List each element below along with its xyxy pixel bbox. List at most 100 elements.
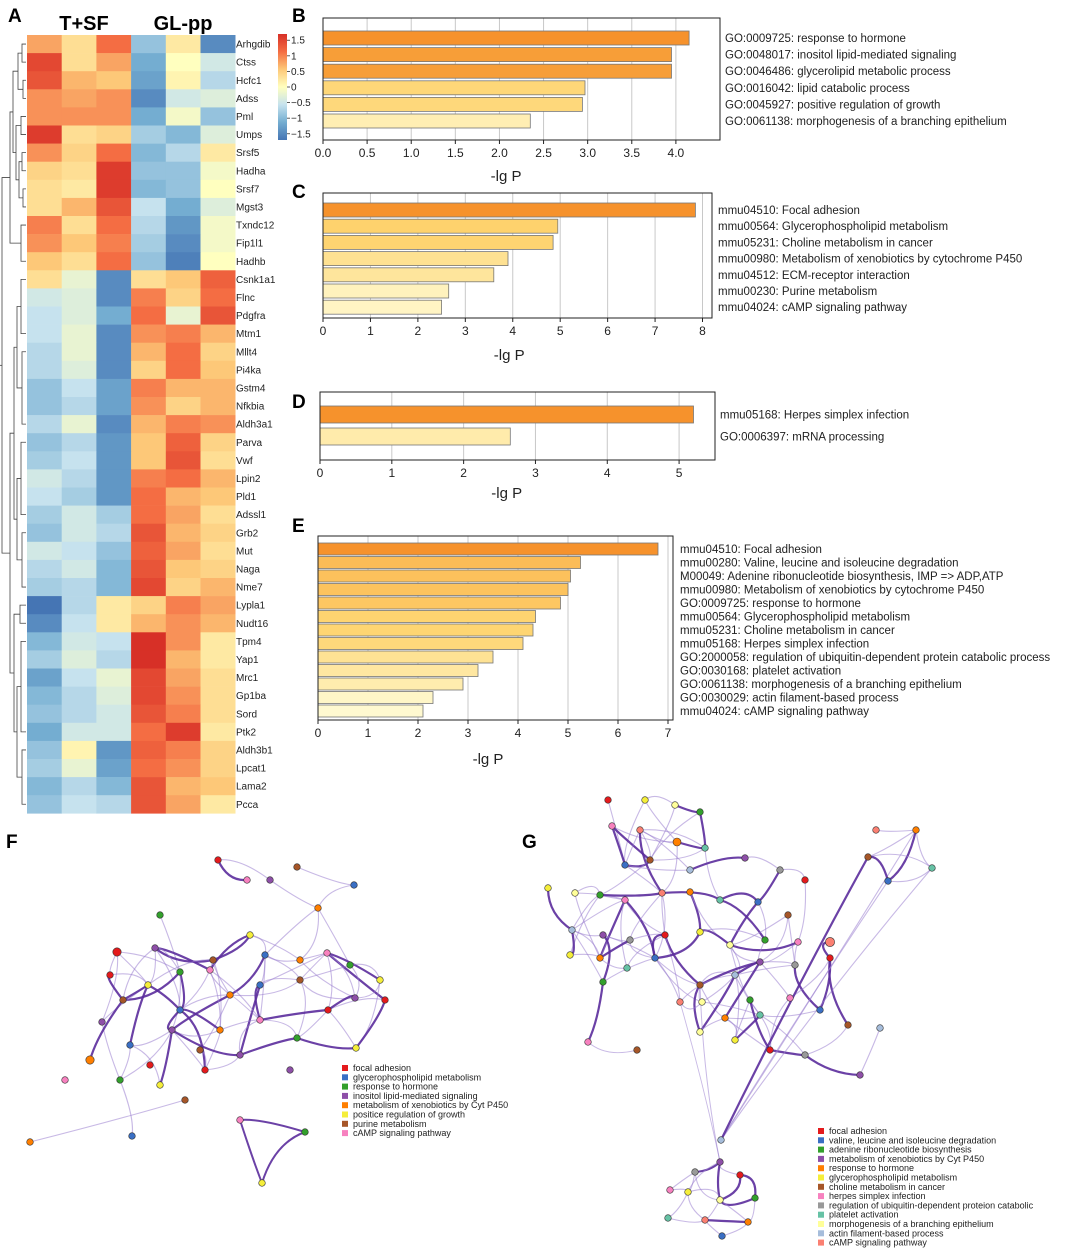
legend-swatch	[342, 1074, 348, 1081]
legend-swatch	[818, 1211, 824, 1218]
legend-swatch	[818, 1128, 824, 1134]
network-node	[623, 964, 631, 972]
heatmap-cell	[96, 722, 132, 742]
heatmap-cell	[131, 71, 167, 90]
network-edge	[571, 899, 626, 931]
heatmap-cell	[27, 541, 62, 561]
network-edge	[147, 959, 214, 986]
heatmap-cell	[165, 759, 201, 778]
network-edge	[639, 829, 691, 871]
heatmap-cell	[27, 469, 62, 488]
bar	[322, 283, 450, 299]
network-edge	[327, 1009, 357, 1049]
x-tick-label: 4	[509, 324, 516, 338]
heatmap-cell	[200, 143, 236, 162]
heatmap-cell	[131, 541, 167, 561]
heatmap-cell	[61, 161, 97, 181]
panel-label-f: F	[6, 832, 18, 853]
heatmap-cell	[27, 523, 62, 543]
network-edge	[129, 1029, 173, 1047]
bar	[322, 97, 583, 112]
network-node	[266, 876, 274, 884]
heatmap-cell	[131, 505, 167, 524]
network-node	[571, 889, 579, 897]
network-node	[286, 1066, 294, 1074]
dendrogram-link	[20, 441, 26, 516]
gene-label: Gp1ba	[236, 691, 266, 702]
legend-label: valine, leucine and isoleucine degradati…	[829, 1135, 996, 1145]
network-node	[604, 796, 612, 804]
gene-label: Fip1l1	[236, 239, 264, 250]
network-edge	[119, 1079, 134, 1137]
heatmap-cell	[200, 686, 236, 705]
panel-label-d: D	[292, 392, 306, 413]
heatmap-cell	[96, 614, 132, 633]
bar	[322, 30, 690, 46]
bar-category-label: GO:0045927: positive regulation of growt…	[725, 99, 940, 111]
heatmap-cell	[131, 342, 167, 362]
heatmap-cell	[165, 668, 201, 687]
network-edge	[687, 1161, 721, 1193]
dendrogram-link	[13, 346, 17, 520]
bar-category-label: GO:0046486: glycerolipid metabolic proce…	[725, 66, 951, 78]
colorbar-tick-label: 0.5	[291, 67, 305, 78]
network-edge	[326, 952, 356, 999]
network-node	[621, 861, 629, 869]
network-nodes	[26, 856, 389, 1187]
bar	[317, 610, 536, 623]
network-node	[236, 1051, 244, 1059]
legend-swatch	[342, 1092, 348, 1099]
legend-label: platelet activation	[829, 1210, 899, 1220]
heatmap-cell	[27, 125, 62, 144]
heatmap-cell	[61, 197, 97, 217]
dendrogram-link	[22, 79, 26, 99]
network-node	[684, 1188, 692, 1196]
colorbar-bar	[278, 34, 287, 140]
heatmap-cell	[27, 89, 62, 108]
network-edge	[212, 934, 251, 962]
heatmap-cell	[165, 179, 201, 199]
heatmap-cell	[96, 324, 132, 343]
bar-category-label: mmu00230: Purine metabolism	[718, 286, 877, 298]
heatmap-cell	[96, 288, 132, 307]
bar	[317, 583, 569, 596]
bar	[317, 664, 479, 677]
heatmap-cell	[27, 686, 62, 705]
heatmap-cell	[96, 306, 132, 325]
bar-category-label: mmu00280: Valine, leucine and isoleucine…	[680, 558, 959, 570]
heatmap-cell	[61, 668, 97, 687]
network-edge	[264, 954, 301, 981]
heatmap-cell	[27, 252, 62, 271]
network-edge	[674, 803, 701, 814]
heatmap-cell	[165, 704, 201, 724]
heatmap-cell	[165, 288, 201, 307]
network-edge	[859, 1027, 881, 1076]
network-node	[146, 1061, 154, 1069]
network-edge	[624, 864, 691, 871]
gene-label: Umps	[236, 130, 262, 141]
dendrogram-link	[9, 432, 14, 674]
network-node	[686, 866, 694, 874]
network-edge	[179, 1009, 207, 1071]
network-node	[696, 981, 704, 989]
heatmap-cell	[131, 469, 167, 488]
network-edge	[699, 974, 737, 1033]
x-tick-label: 3	[465, 726, 472, 740]
heatmap-cell	[61, 686, 97, 705]
heatmap-group-1: T+SF	[59, 13, 108, 35]
network-edge	[654, 957, 703, 1003]
colorbar-tick-label: 0	[291, 83, 297, 94]
x-tick-label: 0	[317, 466, 324, 480]
network-node	[784, 911, 792, 919]
x-axis-label: -lg P	[473, 751, 504, 768]
network-edge	[296, 866, 355, 886]
heatmap-cell	[96, 541, 132, 561]
heatmap-cell	[96, 397, 132, 416]
heatmap-cell	[131, 596, 167, 615]
dendrogram-link	[19, 604, 26, 624]
network-edge	[744, 856, 781, 871]
network-node	[296, 976, 304, 984]
heatmap-cell	[131, 632, 167, 651]
legend-label: actin filament-based process	[829, 1228, 944, 1238]
